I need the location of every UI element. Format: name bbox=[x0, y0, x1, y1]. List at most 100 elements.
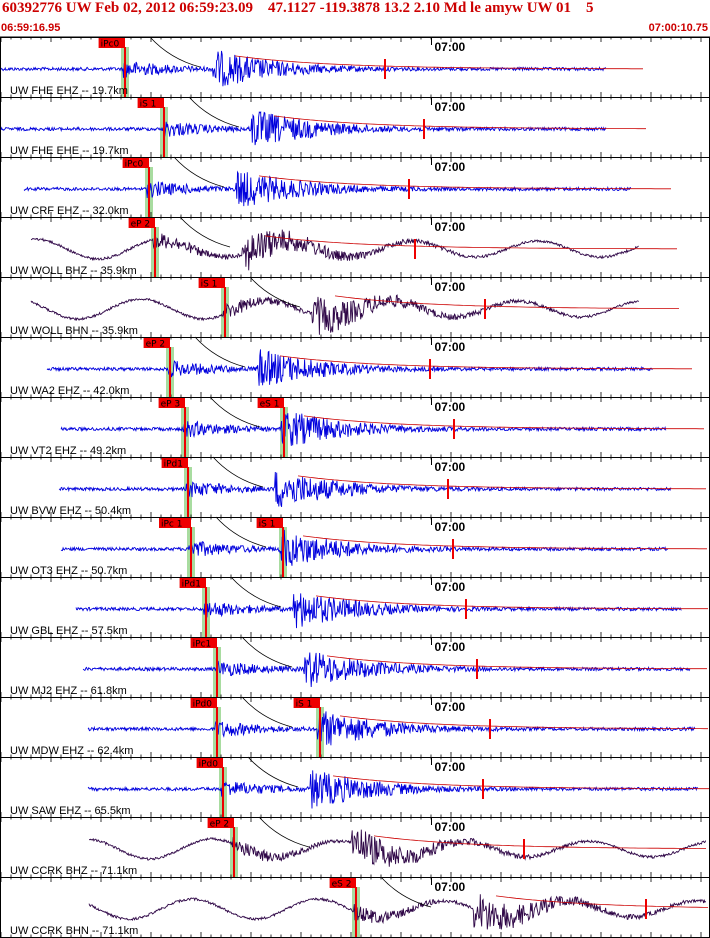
coda-duration-curve bbox=[302, 535, 707, 550]
minute-mark-label: 07:00 bbox=[435, 580, 466, 594]
minute-mark-label: 07:00 bbox=[435, 160, 466, 174]
coda-duration-curve bbox=[334, 295, 679, 309]
waveform-trace bbox=[75, 593, 682, 629]
minute-mark-label: 07:00 bbox=[435, 400, 466, 414]
pick-label[interactable]: iS 1 bbox=[259, 520, 276, 530]
waveform-trace bbox=[0, 111, 607, 146]
pick-label-box[interactable] bbox=[128, 218, 155, 228]
pick-label[interactable]: iPc0 bbox=[101, 40, 120, 50]
trace-panel: 07:00 iPd0 iS 1 UW MDW EHZ -- 62.4km bbox=[0, 696, 710, 758]
pick-label[interactable]: eP 2 bbox=[146, 340, 166, 350]
event-header-title: 60392776 UW Feb 02, 2012 06:59:23.09 47.… bbox=[2, 0, 594, 16]
minute-mark-label: 07:00 bbox=[435, 700, 466, 714]
arrival-curve bbox=[212, 456, 264, 488]
minute-mark-label: 07:00 bbox=[435, 40, 466, 54]
minute-mark-label: 07:00 bbox=[435, 820, 466, 834]
pick-label[interactable]: eS 1 bbox=[260, 400, 280, 410]
pick-label-box[interactable] bbox=[122, 158, 149, 168]
arrival-curve bbox=[380, 876, 432, 908]
waveform-trace bbox=[89, 829, 707, 867]
minute-mark-label: 07:00 bbox=[435, 880, 466, 894]
coda-duration-curve bbox=[326, 655, 707, 670]
pick-label[interactable]: iPd0 bbox=[193, 700, 213, 710]
station-label: UW FHE EHE -- 19.7km bbox=[10, 145, 129, 157]
arrival-curve bbox=[179, 216, 231, 248]
pick-label-box[interactable] bbox=[196, 758, 223, 768]
pick-label-box[interactable] bbox=[161, 458, 188, 468]
minute-mark-label: 07:00 bbox=[435, 220, 466, 234]
pick-label[interactable]: iPc 1 bbox=[161, 520, 182, 530]
pick-label[interactable]: iPc0 bbox=[125, 160, 144, 170]
minute-mark-label: 07:00 bbox=[435, 340, 466, 354]
pick-label[interactable]: iS 1 bbox=[140, 100, 157, 110]
waveform-trace bbox=[23, 170, 632, 207]
arrival-curve bbox=[258, 816, 310, 848]
pick-label-box[interactable] bbox=[329, 878, 356, 888]
station-label: UW BVW EHZ -- 50.4km bbox=[10, 505, 131, 517]
arrival-curve bbox=[241, 696, 293, 728]
coda-duration-curve bbox=[303, 415, 704, 430]
trace-panel: 07:00 iPc1 UW MJ2 EHZ -- 61.8km bbox=[0, 636, 710, 698]
trace-panel: 07:00 iPc 1 iS 1 UW OT3 EHZ -- 50.7km bbox=[0, 516, 710, 578]
pick-label[interactable]: iPd1 bbox=[164, 460, 183, 470]
pick-label[interactable]: eP 2 bbox=[131, 220, 151, 230]
pick-label-box[interactable] bbox=[179, 578, 206, 588]
pick-label-box[interactable] bbox=[158, 398, 185, 408]
trace-panel: 07:00 iPc0 UW CRF EHZ -- 32.0km bbox=[0, 156, 710, 218]
trace-panel: 07:00 iPd0 UW SAW EHZ -- 65.5km bbox=[0, 756, 710, 818]
waveform-trace bbox=[82, 652, 691, 688]
arrival-curve bbox=[241, 636, 293, 668]
trace-panel: 07:00 iS 1 UW FHE EHE -- 19.7km bbox=[0, 96, 710, 158]
pick-label-box[interactable] bbox=[293, 698, 320, 708]
window-start-time: 06:59:16.95 bbox=[1, 22, 61, 34]
pick-label[interactable]: eS 2 bbox=[332, 880, 352, 890]
waveform-trace bbox=[60, 529, 669, 566]
pick-label-box[interactable] bbox=[98, 38, 125, 48]
station-label: UW MJ2 EHZ -- 61.8km bbox=[10, 685, 127, 697]
arrival-curve bbox=[173, 156, 225, 188]
waveform-trace bbox=[46, 349, 653, 386]
station-label: UW WOLL BHN -- 35.9km bbox=[10, 325, 138, 337]
waveform-trace bbox=[30, 229, 639, 271]
pick-label[interactable]: iPd1 bbox=[182, 580, 201, 590]
pick-label-box[interactable] bbox=[198, 278, 225, 288]
pick-label-box[interactable] bbox=[159, 518, 191, 528]
minute-mark-label: 07:00 bbox=[435, 460, 466, 474]
pick-label[interactable]: iPd0 bbox=[199, 760, 219, 770]
waveform-trace bbox=[58, 471, 672, 507]
minute-mark-label: 07:00 bbox=[435, 640, 466, 654]
trace-panel: 07:00 eP 2 UW WOLL BHZ -- 35.9km bbox=[0, 216, 710, 278]
coda-duration-curve bbox=[332, 775, 709, 790]
arrival-curve bbox=[247, 756, 299, 788]
station-label: UW CCRK BHZ -- 71.1km bbox=[10, 865, 137, 877]
pick-label[interactable]: eP 2 bbox=[210, 820, 230, 830]
trace-panel: 07:00 eP 2 UW CCRK BHZ -- 71.1km bbox=[0, 816, 710, 878]
pick-label-box[interactable] bbox=[256, 518, 283, 528]
pick-label-box[interactable] bbox=[137, 98, 164, 108]
trace-panel: 07:00 iPd1 UW GBL EHZ -- 57.5km bbox=[0, 576, 710, 638]
trace-panel: 07:00 eP 2 UW WA2 EHZ -- 42.0km bbox=[0, 336, 710, 398]
pick-label-box[interactable] bbox=[190, 638, 217, 648]
coda-duration-curve bbox=[264, 235, 677, 250]
pick-label-box[interactable] bbox=[257, 398, 284, 408]
pick-label[interactable]: eP 3 bbox=[161, 400, 181, 410]
arrival-curve bbox=[215, 516, 267, 548]
coda-duration-curve bbox=[315, 595, 708, 610]
pick-label[interactable]: iS 1 bbox=[296, 700, 313, 710]
coda-duration-curve bbox=[495, 895, 708, 908]
station-label: UW SAW EHZ -- 65.5km bbox=[10, 805, 131, 817]
coda-duration-curve bbox=[279, 355, 692, 370]
pick-label-box[interactable] bbox=[143, 338, 170, 348]
trace-panel: 07:00 eP 3 eS 1 UW VT2 EHZ -- 49.2km bbox=[0, 396, 710, 458]
station-label: UW GBL EHZ -- 57.5km bbox=[10, 625, 128, 637]
pick-label-box[interactable] bbox=[190, 698, 217, 708]
window-end-time: 07:00:10.75 bbox=[648, 22, 708, 34]
arrival-curve bbox=[209, 396, 261, 428]
waveform-trace bbox=[0, 50, 607, 87]
minute-mark-label: 07:00 bbox=[435, 520, 466, 534]
pick-label[interactable]: iPc1 bbox=[193, 640, 212, 650]
pick-label[interactable]: iS 1 bbox=[201, 280, 218, 290]
pick-label-box[interactable] bbox=[207, 818, 234, 828]
station-label: UW CRF EHZ -- 32.0km bbox=[10, 205, 129, 217]
minute-mark-label: 07:00 bbox=[435, 280, 466, 294]
